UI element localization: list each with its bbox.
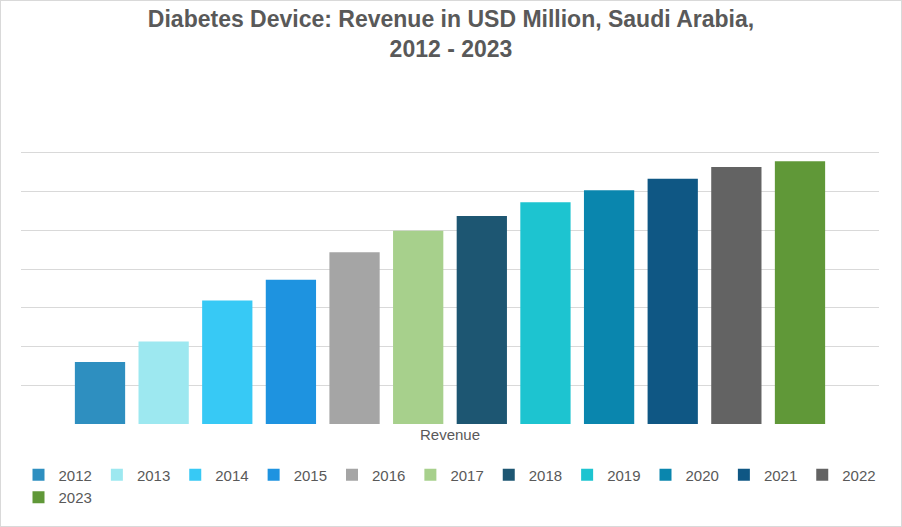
svg-text:2023: 2023 [59,489,92,506]
svg-text:2012: 2012 [59,467,92,484]
svg-text:2016: 2016 [372,467,405,484]
svg-text:Revenue: Revenue [420,426,480,443]
svg-text:2021: 2021 [764,467,797,484]
svg-text:2019: 2019 [607,467,640,484]
svg-text:2014: 2014 [215,467,248,484]
svg-text:2022: 2022 [842,467,875,484]
svg-text:2017: 2017 [450,467,483,484]
svg-text:2015: 2015 [294,467,327,484]
svg-text:2020: 2020 [686,467,719,484]
svg-text:2018: 2018 [529,467,562,484]
svg-text:2013: 2013 [137,467,170,484]
svg-text:Diabetes Device: Revenue in US: Diabetes Device: Revenue in USD Million,… [148,6,754,62]
